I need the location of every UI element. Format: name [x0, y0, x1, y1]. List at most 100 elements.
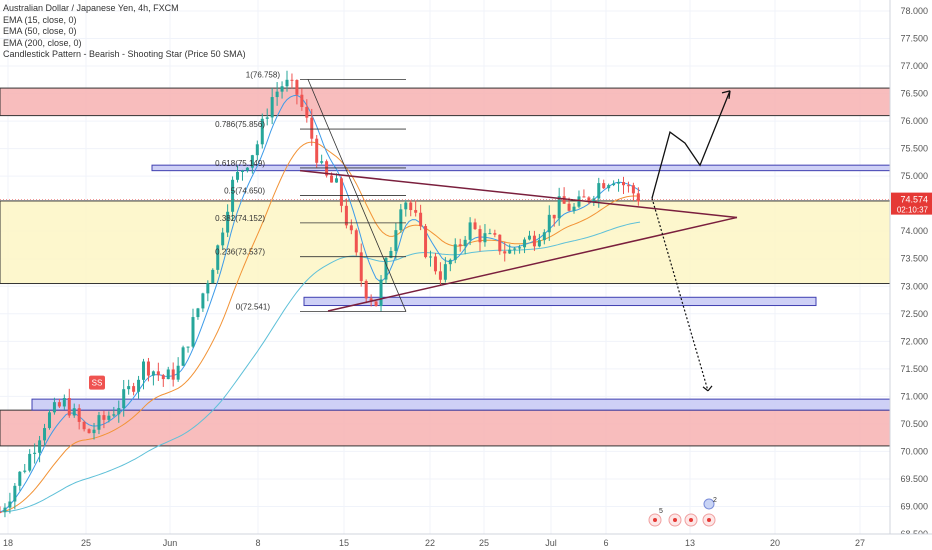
- candle-body[interactable]: [275, 91, 279, 98]
- support-band-mid[interactable]: [303, 296, 817, 307]
- candle-body[interactable]: [146, 361, 150, 376]
- candle-body[interactable]: [315, 138, 319, 163]
- candle-body[interactable]: [557, 196, 561, 219]
- candle-body[interactable]: [310, 117, 314, 139]
- candle-body[interactable]: [518, 247, 522, 249]
- candle-body[interactable]: [513, 248, 517, 250]
- candle-body[interactable]: [43, 428, 47, 441]
- candle-body[interactable]: [245, 167, 249, 171]
- candle-body[interactable]: [631, 185, 635, 194]
- candle-body[interactable]: [542, 232, 546, 241]
- candle-body[interactable]: [468, 222, 472, 240]
- candle-body[interactable]: [33, 452, 37, 454]
- candle-body[interactable]: [285, 79, 289, 87]
- candle-body[interactable]: [354, 230, 358, 253]
- candle-body[interactable]: [527, 235, 531, 240]
- candle-body[interactable]: [334, 178, 338, 183]
- candle-body[interactable]: [3, 507, 7, 513]
- candle-body[interactable]: [305, 106, 309, 118]
- candle-body[interactable]: [483, 233, 487, 243]
- candle-body[interactable]: [349, 225, 353, 231]
- candle-body[interactable]: [592, 198, 596, 202]
- candle-body[interactable]: [577, 196, 581, 207]
- candle-body[interactable]: [23, 470, 27, 472]
- candle-body[interactable]: [186, 346, 190, 348]
- candle-body[interactable]: [300, 94, 304, 107]
- candle-body[interactable]: [404, 202, 408, 210]
- candle-body[interactable]: [191, 317, 195, 347]
- candle-body[interactable]: [151, 371, 155, 376]
- candle-body[interactable]: [567, 203, 571, 211]
- candle-body[interactable]: [414, 210, 418, 213]
- country-flag-icon[interactable]: [703, 498, 715, 510]
- candle-body[interactable]: [206, 283, 210, 294]
- support-band-low[interactable]: [31, 398, 891, 411]
- candle-body[interactable]: [463, 239, 467, 247]
- candle-body[interactable]: [171, 369, 175, 380]
- candle-body[interactable]: [572, 206, 576, 211]
- candle-body[interactable]: [523, 239, 527, 248]
- candle-body[interactable]: [438, 271, 442, 280]
- candle-body[interactable]: [226, 211, 230, 233]
- candle-body[interactable]: [0, 511, 2, 513]
- resistance-zone-upper[interactable]: [0, 87, 891, 117]
- candle-body[interactable]: [364, 280, 368, 299]
- candle-body[interactable]: [498, 234, 502, 252]
- candle-body[interactable]: [161, 375, 165, 380]
- candle-body[interactable]: [196, 308, 200, 318]
- legend-ema200[interactable]: EMA (200, close, 0): [3, 37, 82, 48]
- candle-body[interactable]: [295, 80, 299, 95]
- candle-body[interactable]: [636, 193, 640, 202]
- fib-trend-line[interactable]: [307, 79, 407, 312]
- candle-body[interactable]: [429, 256, 433, 258]
- candle-body[interactable]: [493, 233, 497, 235]
- candle-body[interactable]: [216, 245, 220, 270]
- candle-body[interactable]: [72, 408, 76, 416]
- candle-body[interactable]: [221, 232, 225, 246]
- candle-body[interactable]: [626, 185, 630, 187]
- candle-body[interactable]: [132, 386, 136, 392]
- current-price-tag[interactable]: [891, 192, 932, 215]
- candle-body[interactable]: [582, 196, 586, 198]
- candle-body[interactable]: [255, 144, 259, 156]
- candle-body[interactable]: [503, 251, 507, 254]
- candle-body[interactable]: [87, 429, 91, 434]
- candle-body[interactable]: [122, 389, 126, 409]
- candle-body[interactable]: [488, 233, 492, 235]
- candle-body[interactable]: [265, 117, 269, 119]
- time-axis[interactable]: [0, 534, 932, 550]
- candle-body[interactable]: [394, 230, 398, 252]
- candle-body[interactable]: [142, 361, 146, 380]
- candle-body[interactable]: [201, 293, 205, 309]
- candle-body[interactable]: [399, 209, 403, 231]
- candle-body[interactable]: [617, 181, 621, 184]
- candle-body[interactable]: [82, 421, 86, 430]
- legend-ema50[interactable]: EMA (50, close, 0): [3, 26, 77, 36]
- candle-body[interactable]: [127, 386, 131, 390]
- candle-body[interactable]: [176, 365, 180, 380]
- candle-body[interactable]: [47, 412, 51, 429]
- candle-body[interactable]: [102, 415, 106, 420]
- candle-body[interactable]: [67, 397, 71, 416]
- bullish-scenario-arrow[interactable]: [651, 90, 731, 199]
- triangle-upper-line[interactable]: [299, 169, 738, 219]
- candle-body[interactable]: [433, 256, 437, 272]
- candle-body[interactable]: [260, 118, 264, 145]
- candle-body[interactable]: [137, 379, 141, 392]
- ema200-line[interactable]: [0, 221, 641, 513]
- bearish-scenario-arrow[interactable]: [651, 198, 709, 392]
- candle-body[interactable]: [8, 501, 12, 508]
- candle-body[interactable]: [270, 97, 274, 118]
- price-axis[interactable]: [890, 0, 932, 534]
- candle-body[interactable]: [117, 408, 121, 415]
- candle-body[interactable]: [552, 214, 556, 219]
- candle-body[interactable]: [597, 183, 601, 199]
- candle-body[interactable]: [537, 240, 541, 247]
- candle-body[interactable]: [18, 471, 22, 486]
- candle-body[interactable]: [290, 79, 294, 81]
- candle-body[interactable]: [508, 249, 512, 254]
- candle-body[interactable]: [181, 347, 185, 366]
- candle-body[interactable]: [156, 371, 160, 376]
- candle-body[interactable]: [602, 183, 606, 189]
